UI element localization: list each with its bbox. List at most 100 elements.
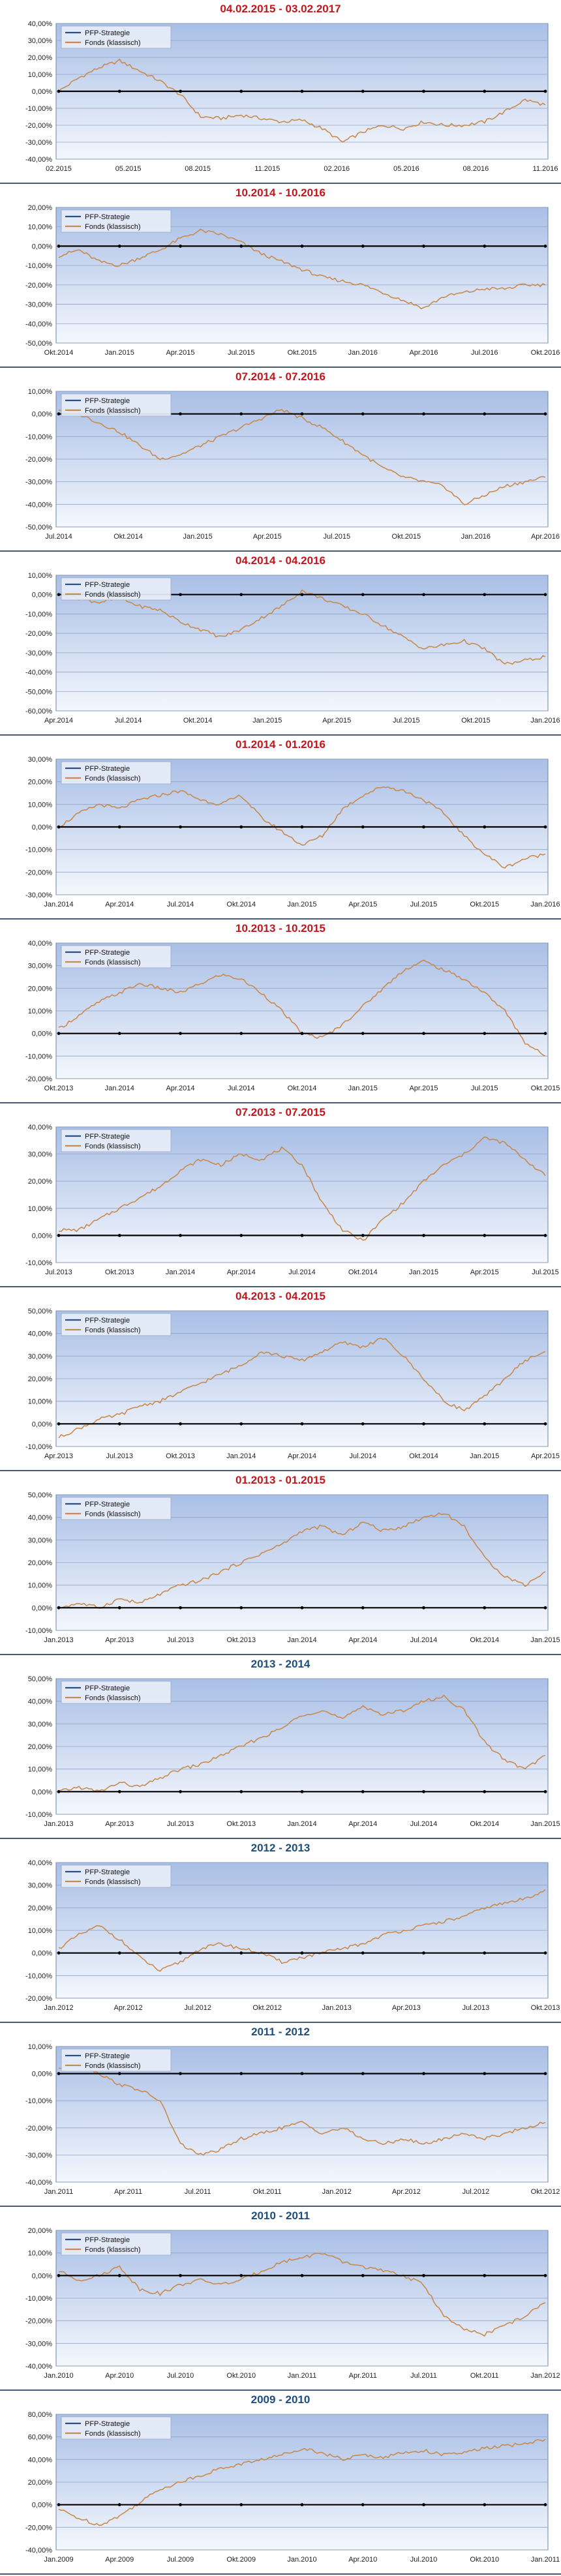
series-pfp-marker: [117, 1422, 121, 1426]
legend-box: [61, 945, 172, 968]
y-tick-label: 0,00%: [32, 2272, 52, 2280]
x-tick-label: Jan.2014: [287, 1820, 316, 1828]
x-tick-label: Jul.2015: [471, 1085, 498, 1092]
y-tick-label: 20,00%: [28, 1559, 53, 1567]
y-tick-label: 20,00%: [28, 779, 53, 786]
chart-title: 10.2013 - 10.2015: [235, 922, 326, 935]
series-pfp-marker: [300, 1032, 304, 1036]
legend: PFP-Strategie Fonds (klassisch): [61, 577, 172, 601]
x-tick-label: Okt.2015: [531, 1085, 560, 1092]
y-tick-label: -20,00%: [25, 630, 52, 638]
legend: PFP-Strategie Fonds (klassisch): [61, 945, 172, 968]
y-tick-label: -20,00%: [25, 1075, 52, 1083]
y-tick-label: -20,00%: [25, 2524, 52, 2532]
x-tick-label: Apr.2014: [166, 1085, 194, 1092]
series-pfp-marker: [543, 593, 547, 597]
series-pfp-marker: [179, 1234, 182, 1237]
series-pfp-marker: [239, 89, 243, 93]
series-pfp-marker: [483, 1790, 487, 1793]
series-pfp-marker: [361, 1951, 365, 1955]
x-tick-label: Apr.2015: [531, 1452, 560, 1460]
series-fonds-line: [58, 786, 546, 869]
legend: PFP-Strategie Fonds (klassisch): [61, 393, 172, 417]
legend-label-fonds: Fonds (klassisch): [85, 39, 141, 47]
series-pfp-marker: [239, 2503, 243, 2507]
x-tick-label: Jan.2009: [44, 2556, 73, 2564]
x-tick-label: Okt.2014: [348, 1268, 378, 1276]
legend-box: [61, 577, 172, 601]
y-tick-label: 50,00%: [28, 1675, 53, 1683]
series-pfp-marker: [179, 1606, 182, 1610]
series-pfp-marker: [422, 245, 425, 248]
x-tick-label: Okt.2013: [105, 1268, 134, 1276]
series-fonds-line: [58, 1338, 546, 1439]
series-pfp-marker: [422, 1606, 425, 1610]
y-tick-label: 10,00%: [28, 1582, 53, 1590]
series-pfp-marker: [483, 412, 487, 416]
series-pfp-marker: [361, 2072, 365, 2075]
legend-label-fonds: Fonds (klassisch): [85, 775, 141, 783]
series-pfp-marker: [543, 825, 547, 829]
series-pfp-marker: [57, 2503, 61, 2507]
legend-label-fonds: Fonds (klassisch): [85, 1143, 141, 1150]
y-tick-label: 50,00%: [28, 1491, 53, 1499]
chart-svg: 10,00% 0,00% -10,00% -20,00% -30,00% -40,00% -…: [25, 572, 560, 725]
series-fonds-line: [58, 228, 546, 310]
series-pfp-marker: [300, 825, 304, 829]
x-tick-label: Jul.2013: [106, 1452, 133, 1460]
y-tick-label: 30,00%: [28, 1536, 53, 1544]
series-pfp-marker: [422, 2273, 425, 2277]
x-tick-label: Jan.2010: [287, 2556, 316, 2564]
x-tick-label: 11.2015: [254, 165, 280, 173]
y-tick-label: -40,00%: [25, 669, 52, 677]
series-pfp-marker: [57, 2072, 61, 2075]
y-tick-label: 0,00%: [32, 1030, 52, 1038]
x-tick-label: Okt.2014: [44, 349, 74, 357]
series-pfp-marker: [422, 593, 425, 597]
y-tick-label: 10,00%: [28, 1205, 53, 1213]
series-pfp-marker: [117, 2273, 121, 2277]
x-tick-label: Jan.2011: [44, 2188, 73, 2196]
y-tick-label: -30,00%: [25, 2151, 52, 2159]
x-tick-label: Jul.2016: [471, 349, 498, 357]
legend-label-pfp: PFP-Strategie: [85, 1133, 130, 1141]
series-pfp-marker: [361, 245, 365, 248]
x-tick-label: Apr.2013: [105, 1820, 134, 1828]
x-tick-label: Okt.2015: [461, 717, 491, 725]
chart-svg: 10,00%0,00%-10,00%-20,00%-30,00%-40,00%J…: [25, 2043, 560, 2196]
series-pfp-marker: [239, 2072, 243, 2075]
x-tick-label: Jan.2013: [44, 1820, 73, 1828]
x-tick-label: Jul.2013: [167, 1820, 194, 1828]
series-pfp-marker: [239, 1606, 243, 1610]
x-tick-label: Jul.2012: [184, 2004, 211, 2012]
series-pfp-marker: [300, 1234, 304, 1237]
y-tick-label: 0,00%: [32, 243, 52, 250]
y-tick-label: 0,00%: [32, 824, 52, 831]
y-tick-label: 30,00%: [28, 37, 53, 45]
x-tick-label: Jul.2011: [185, 2188, 211, 2196]
legend: PFP-Strategie Fonds (klassisch): [61, 2232, 172, 2256]
x-tick-label: Apr.2015: [322, 717, 351, 725]
x-tick-label: Jan.2012: [322, 2188, 352, 2196]
chart-title: 04.02.2015 - 03.02.2017: [220, 3, 341, 15]
y-tick-label: 20,00%: [28, 204, 53, 212]
y-tick-label: -30,00%: [25, 479, 52, 487]
y-tick-label: -30,00%: [25, 301, 52, 309]
series-pfp-marker: [543, 1790, 547, 1793]
series-pfp-marker: [300, 1606, 304, 1610]
series-pfp-marker: [239, 1422, 243, 1426]
y-tick-label: 30,00%: [28, 1882, 53, 1890]
y-tick-label: -10,00%: [25, 1443, 52, 1451]
chart-title: 07.2013 - 07.2015: [235, 1106, 326, 1118]
y-tick-label: 20,00%: [28, 1178, 53, 1186]
chart-title: 2009 - 2010: [250, 2393, 311, 2406]
x-tick-label: 02.2015: [46, 165, 72, 173]
series-pfp-marker: [117, 2503, 121, 2507]
x-tick-label: Jan.2014: [226, 1452, 256, 1460]
x-tick-label: Jan.2016: [530, 901, 560, 908]
chart-title: 2010 - 2011: [251, 2209, 310, 2222]
series-pfp-marker: [117, 245, 121, 248]
series-pfp-marker: [300, 89, 304, 93]
y-tick-label: -20,00%: [25, 2318, 52, 2326]
legend-box: [61, 1681, 172, 1704]
